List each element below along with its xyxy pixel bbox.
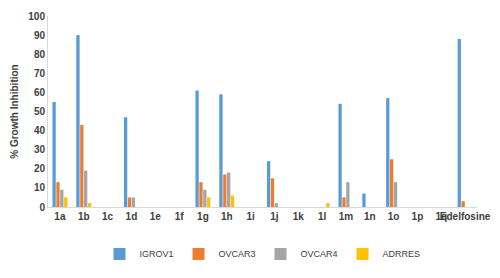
svg-text:1p: 1p: [412, 211, 424, 222]
svg-text:10: 10: [34, 182, 46, 193]
svg-text:1k: 1k: [293, 211, 305, 222]
svg-text:1q: 1q: [435, 211, 447, 222]
svg-text:100: 100: [28, 11, 45, 22]
svg-text:OVCAR4: OVCAR4: [301, 249, 338, 259]
svg-text:1a: 1a: [54, 211, 66, 222]
svg-text:90: 90: [34, 30, 46, 41]
svg-text:% Growth Inhibition: % Growth Inhibition: [9, 64, 20, 158]
svg-text:1o: 1o: [388, 211, 400, 222]
svg-text:1h: 1h: [221, 211, 233, 222]
svg-text:1l: 1l: [318, 211, 327, 222]
svg-text:60: 60: [34, 87, 46, 98]
svg-text:30: 30: [34, 144, 46, 155]
svg-text:1c: 1c: [102, 211, 114, 222]
svg-text:80: 80: [34, 49, 46, 60]
svg-text:ADRRES: ADRRES: [383, 249, 421, 259]
svg-text:OVCAR3: OVCAR3: [219, 249, 256, 259]
svg-text:1b: 1b: [78, 211, 90, 222]
svg-text:1m: 1m: [339, 211, 354, 222]
svg-text:1e: 1e: [150, 211, 162, 222]
svg-text:1d: 1d: [126, 211, 138, 222]
svg-text:1g: 1g: [197, 211, 209, 222]
svg-text:70: 70: [34, 68, 46, 79]
svg-text:1n: 1n: [364, 211, 376, 222]
svg-text:20: 20: [34, 163, 46, 174]
svg-text:50: 50: [34, 106, 46, 117]
svg-text:1i: 1i: [246, 211, 255, 222]
svg-text:Edelfosine: Edelfosine: [440, 211, 491, 222]
svg-text:0: 0: [39, 202, 45, 213]
svg-text:1j: 1j: [270, 211, 279, 222]
svg-text:IGROV1: IGROV1: [140, 249, 174, 259]
svg-text:1f: 1f: [175, 211, 185, 222]
svg-text:40: 40: [34, 125, 46, 136]
